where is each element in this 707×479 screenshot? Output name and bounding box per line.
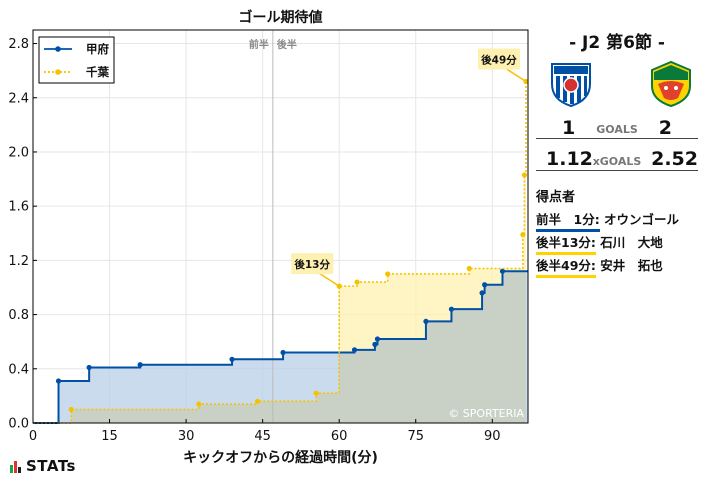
scorer-time: 後半13分: xyxy=(536,232,596,255)
first-half-label: 前半 xyxy=(249,38,269,51)
y-tick-label: 2.4 xyxy=(8,91,29,106)
scorer-time: 前半 1分: xyxy=(536,209,600,232)
legend-label: 千葉 xyxy=(86,65,109,79)
annotation-box xyxy=(291,253,334,275)
series-point-1 xyxy=(196,401,202,407)
legend-marker xyxy=(55,69,61,75)
scorer-row: 後半49分: 安井 拓也 xyxy=(536,255,663,278)
x-tick-label: 75 xyxy=(407,429,424,444)
y-tick-label: 1.2 xyxy=(8,254,29,269)
series-point-0 xyxy=(374,336,381,342)
series-point-1 xyxy=(254,398,261,404)
divider xyxy=(536,170,698,171)
watermark: © SPORTERIA xyxy=(448,407,524,420)
series-line-1 xyxy=(33,81,527,424)
y-tick-label: 0.4 xyxy=(8,362,29,377)
second-half-label: 後半 xyxy=(277,38,297,51)
y-tick-label: 0.0 xyxy=(8,417,29,432)
xg-row: 1.12 xGOALS 2.52 xyxy=(536,148,698,170)
series-point-1 xyxy=(520,232,526,238)
series-point-0 xyxy=(229,356,235,362)
series-point-0 xyxy=(55,378,62,384)
logo-bar xyxy=(14,461,17,473)
y-tick-label: 0.8 xyxy=(8,308,29,323)
y-tick-label: 2.8 xyxy=(8,37,29,52)
x-tick-label: 45 xyxy=(254,429,271,444)
stats-bars-icon xyxy=(10,459,22,477)
matchday-title: - J2 第6節 - xyxy=(569,33,665,53)
series-point-0 xyxy=(86,364,92,371)
series-point-1 xyxy=(354,279,360,285)
series-point-0 xyxy=(448,306,455,312)
goals-row: 1 GOALS 2 xyxy=(536,117,698,139)
series-point-0 xyxy=(280,349,286,356)
x-axis-label: キックオフからの経過時間(分) xyxy=(183,449,378,466)
annotation-label: 後49分 xyxy=(480,53,517,66)
series-point-1 xyxy=(385,271,391,277)
away-xg: 2.52 xyxy=(651,148,698,170)
series-point-1 xyxy=(466,265,472,272)
goals-label: GOALS xyxy=(596,123,638,136)
series-point-0 xyxy=(479,290,485,296)
series-point-0 xyxy=(137,362,143,368)
series-point-0 xyxy=(482,282,488,288)
scorer-name: 安井 拓也 xyxy=(595,258,663,273)
legend-box xyxy=(38,36,115,84)
kofu-crest-icon xyxy=(551,63,591,108)
scorer-row: 前半 1分: オウンゴール xyxy=(536,209,679,232)
scorer-row: 後半13分: 石川 大地 xyxy=(536,232,663,255)
series-point-0 xyxy=(351,347,358,353)
logo-bar xyxy=(18,467,21,473)
plot-frame xyxy=(32,29,529,424)
x-tick-label: 15 xyxy=(101,429,118,444)
x-tick-label: 30 xyxy=(178,429,195,444)
away-goals: 2 xyxy=(658,117,672,139)
x-tick-label: 60 xyxy=(331,429,348,444)
y-tick-label: 2.0 xyxy=(8,145,29,160)
xg-label: xGOALS xyxy=(592,155,642,168)
home-goals: 1 xyxy=(562,117,576,139)
series-point-1 xyxy=(521,172,528,178)
chiba-crest-icon xyxy=(651,60,691,108)
scorer-time: 後半49分: xyxy=(536,255,596,278)
series-area-1 xyxy=(33,81,526,423)
chart-title: ゴール期待値 xyxy=(239,9,323,26)
stats-logo-text: STATs xyxy=(26,457,76,475)
series-point-1 xyxy=(68,406,74,413)
scorers-title: 得点者 xyxy=(536,190,576,205)
match-summary-panel: - J2 第6節 - 1 GOALS 2 1.12 xGOALS 2.52 得点… xyxy=(532,0,702,479)
series-point-1 xyxy=(313,390,319,396)
stats-logo: STATs xyxy=(10,457,76,477)
legend-marker xyxy=(55,46,61,52)
logo-bar xyxy=(10,465,13,473)
series-point-0 xyxy=(372,341,378,347)
legend-label: 甲府 xyxy=(86,42,109,56)
annotation-label: 後13分 xyxy=(293,258,330,271)
home-xg: 1.12 xyxy=(546,148,593,170)
series-point-0 xyxy=(499,268,506,274)
x-tick-label: 90 xyxy=(484,429,501,444)
divider xyxy=(536,138,698,139)
scorer-name: オウンゴール xyxy=(599,212,680,227)
scorer-name: 石川 大地 xyxy=(595,235,663,250)
y-tick-label: 1.6 xyxy=(8,200,29,215)
series-point-0 xyxy=(423,318,429,324)
annotation-box xyxy=(477,48,520,70)
x-tick-label: 0 xyxy=(29,429,37,444)
